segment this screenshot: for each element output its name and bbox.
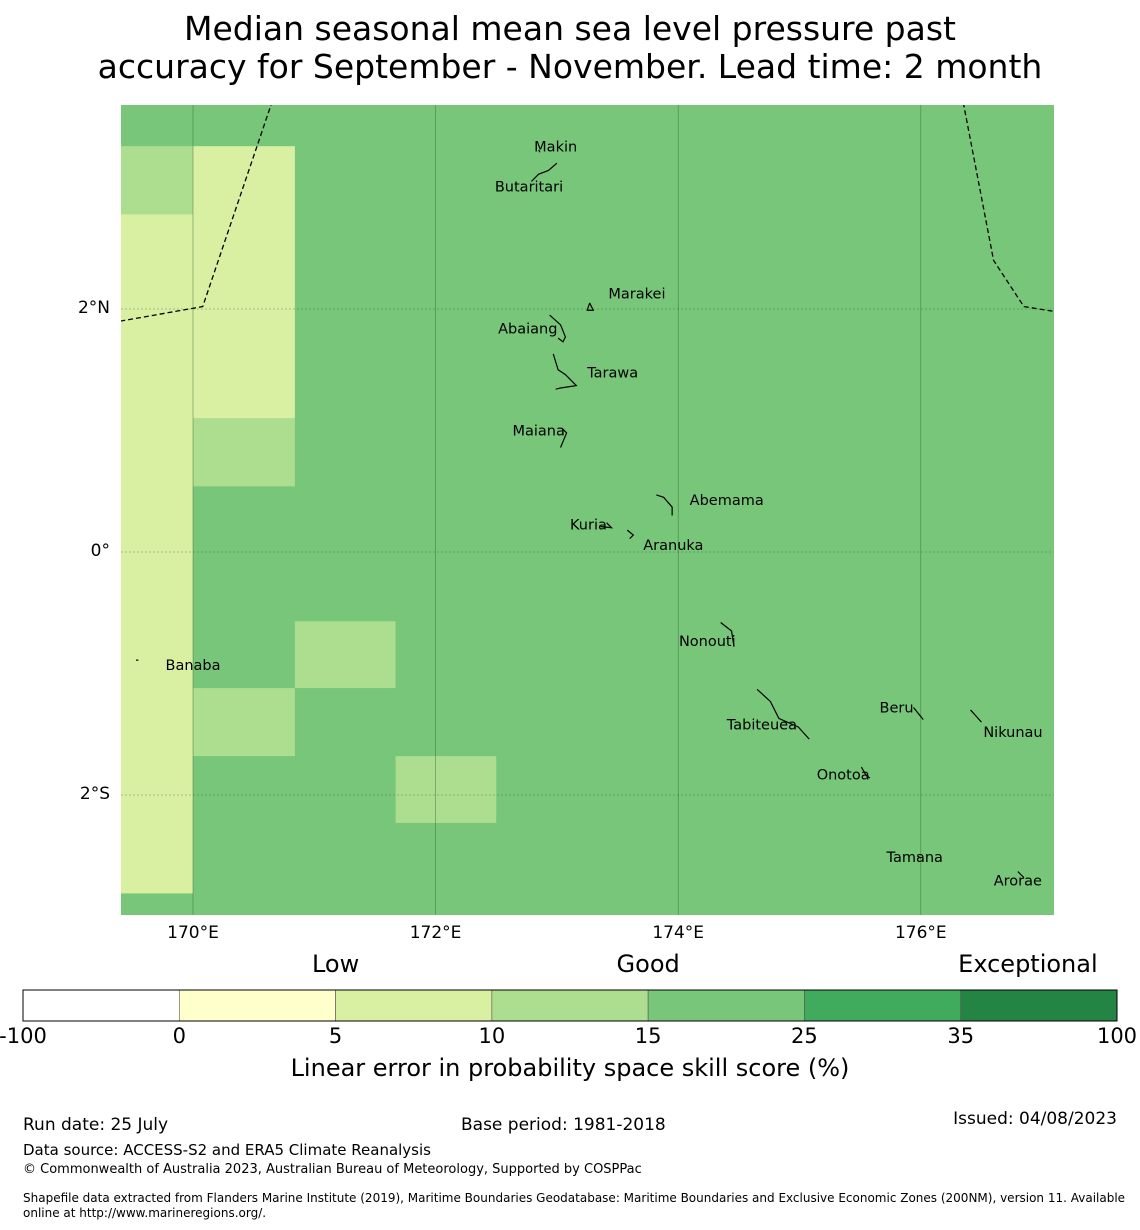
colorbar-bin	[335, 989, 493, 1022]
skill-cell	[294, 621, 396, 689]
skill-cell	[121, 146, 193, 215]
title-line-2: accuracy for September - November. Lead …	[97, 47, 1043, 86]
island-label-onotoa: Onotoa	[817, 768, 870, 784]
eez-boundary	[963, 105, 1054, 313]
island-outline-kuria	[600, 522, 614, 529]
island-label-abemama: Abemama	[690, 493, 764, 509]
category-label-good: Good	[616, 950, 680, 978]
base-period: Base period: 1981-2018	[461, 1115, 666, 1135]
island-label-tamana: Tamana	[886, 850, 943, 866]
colorbar-bin	[960, 989, 1118, 1022]
eez-boundary	[121, 105, 272, 322]
island-label-arorae: Arorae	[994, 873, 1042, 889]
colorbar-bin	[22, 989, 180, 1022]
island-outline-tarawa	[552, 353, 578, 390]
colorbar-tick-label: 0	[172, 1024, 186, 1048]
lon-tick-label: 172°E	[409, 923, 462, 943]
lat-tick-label: 2°N	[77, 298, 110, 318]
island-label-abaiang: Abaiang	[498, 322, 557, 338]
skill-cell	[193, 146, 295, 419]
lon-tick-label: 176°E	[894, 923, 947, 943]
colorbar-tick-label: 5	[328, 1024, 343, 1048]
category-label-low: Low	[311, 950, 360, 978]
colorbar-tick-label: 10	[478, 1024, 506, 1048]
island-outline-butaritari	[531, 162, 558, 182]
island-outline-makin	[538, 149, 541, 153]
colorbar-tick-label: 25	[791, 1024, 818, 1048]
lon-tick-label: 174°E	[652, 923, 705, 943]
colorbar-tick-label: 35	[947, 1024, 975, 1048]
lat-tick-label: 2°S	[79, 784, 110, 804]
island-outline-nikunau	[970, 709, 982, 723]
chart-title: Median seasonal mean sea level pressure …	[0, 10, 1140, 86]
title-line-1: Median seasonal mean sea level pressure …	[184, 9, 956, 48]
skill-cell	[395, 756, 497, 823]
skill-cell	[121, 214, 193, 894]
shapefile-credit-line-2: online at http://www.marineregions.org/.	[23, 1206, 267, 1220]
colorbar-bin	[491, 989, 649, 1022]
island-label-butaritari: Butaritari	[495, 180, 563, 196]
island-outline-tamana	[916, 855, 922, 859]
colorbar-tick-label: 100	[1096, 1024, 1138, 1048]
island-outline-abaiang	[549, 314, 567, 343]
colorbar-bin	[647, 989, 805, 1022]
island-label-nonouti: Nonouti	[679, 634, 736, 650]
island-label-beru: Beru	[880, 701, 914, 717]
copyright: © Commonwealth of Australia 2023, Austra…	[23, 1162, 642, 1177]
skill-cell	[193, 418, 295, 487]
data-source: Data source: ACCESS-S2 and ERA5 Climate …	[23, 1141, 431, 1159]
island-label-aranuka: Aranuka	[643, 538, 703, 554]
island-label-maiana: Maiana	[513, 424, 565, 440]
run-date: Run date: 25 July	[23, 1115, 169, 1135]
colorbar-tick-label: -100	[0, 1024, 47, 1048]
lat-tick-label: 0°	[90, 541, 110, 561]
colorbar-bin	[804, 989, 962, 1022]
island-label-banaba: Banaba	[166, 658, 221, 674]
island-outline-aranuka	[626, 529, 635, 540]
colorbar-outline	[22, 989, 1118, 1022]
island-label-makin: Makin	[534, 139, 577, 155]
category-label-exceptional: Exceptional	[958, 950, 1098, 978]
colorbar-tick-label: 15	[634, 1024, 662, 1048]
colorbar-title: Linear error in probability space skill …	[290, 1054, 850, 1082]
lon-tick-label: 170°E	[167, 923, 219, 943]
shapefile-credit-line-1: Shapefile data extracted from Flanders M…	[23, 1191, 1126, 1205]
island-outline-maiana	[559, 427, 568, 448]
issued-date: Issued: 04/08/2023	[953, 1109, 1117, 1129]
island-outline-tabiteuea	[756, 688, 810, 740]
island-outline-arorae	[1017, 871, 1025, 879]
island-label-tabiteuea: Tabiteuea	[726, 718, 797, 734]
island-outline-marakei	[586, 302, 595, 311]
island-label-tarawa: Tarawa	[586, 365, 638, 381]
island-outline-onotoa	[860, 766, 871, 779]
island-label-kuria: Kuria	[570, 517, 607, 533]
skill-cell	[193, 688, 295, 757]
island-outline-beru	[913, 707, 924, 721]
colorbar-bin	[178, 989, 336, 1022]
island-outline-abemama	[656, 494, 673, 516]
island-label-marakei: Marakei	[608, 286, 665, 302]
island-label-nikunau: Nikunau	[983, 725, 1042, 741]
island-outline-nonouti	[720, 621, 735, 647]
